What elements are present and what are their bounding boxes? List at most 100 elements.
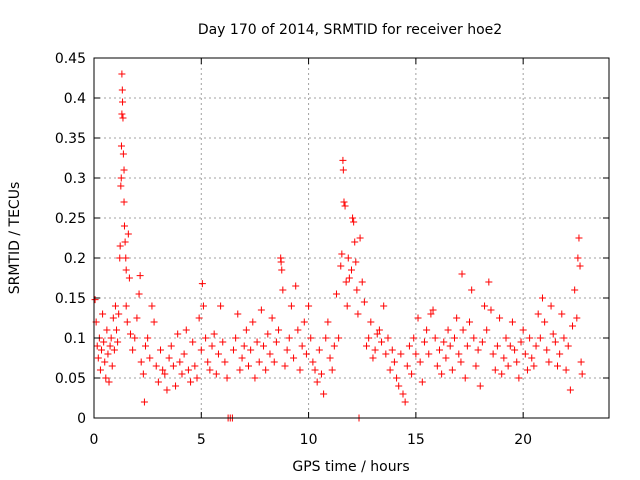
data-point	[380, 302, 388, 310]
data-point	[167, 342, 175, 350]
data-point	[163, 386, 171, 394]
data-point	[100, 338, 108, 346]
data-point	[292, 282, 300, 290]
y-tick-label: 0.4	[64, 91, 86, 107]
data-point	[574, 254, 582, 262]
data-point	[517, 338, 525, 346]
y-tick-label: 0.15	[55, 291, 86, 307]
data-point	[425, 350, 433, 358]
data-point	[140, 398, 148, 406]
data-point	[330, 342, 338, 350]
data-point	[161, 370, 169, 378]
data-point	[353, 286, 361, 294]
data-point	[472, 362, 480, 370]
data-point	[270, 358, 278, 366]
data-point	[242, 326, 250, 334]
data-point	[463, 342, 471, 350]
data-point	[446, 342, 454, 350]
x-tick-label: 20	[514, 432, 532, 448]
data-point	[126, 330, 134, 338]
data-point	[523, 366, 531, 374]
data-point	[133, 314, 141, 322]
data-point	[121, 238, 129, 246]
data-point	[247, 346, 255, 354]
data-point	[253, 338, 261, 346]
data-point	[556, 350, 564, 358]
data-point	[571, 286, 579, 294]
data-point	[577, 358, 585, 366]
data-point	[287, 302, 295, 310]
data-point	[187, 378, 195, 386]
data-point	[214, 350, 222, 358]
data-point	[182, 326, 190, 334]
data-point	[358, 278, 366, 286]
data-point	[232, 334, 240, 342]
x-tick-label: 5	[197, 432, 206, 448]
data-point	[444, 326, 452, 334]
data-point	[277, 258, 285, 266]
data-point	[262, 366, 270, 374]
data-point	[576, 262, 584, 270]
data-point	[360, 298, 368, 306]
x-tick-label: 10	[300, 432, 318, 448]
data-point	[328, 366, 336, 374]
data-point	[536, 334, 544, 342]
data-point	[343, 302, 351, 310]
data-point	[339, 156, 347, 164]
data-point	[109, 314, 117, 322]
data-point	[119, 114, 127, 122]
data-point	[208, 342, 216, 350]
data-point	[551, 338, 559, 346]
data-point	[104, 350, 112, 358]
data-point	[206, 366, 214, 374]
x-tick-label: 0	[90, 432, 99, 448]
data-point	[281, 362, 289, 370]
data-point	[193, 374, 201, 382]
data-point	[554, 362, 561, 370]
data-point	[485, 278, 493, 286]
data-point	[311, 366, 319, 374]
data-point	[416, 358, 424, 366]
data-point	[367, 318, 375, 326]
x-axis-label: GPS time / hours	[292, 459, 409, 475]
data-point	[317, 370, 325, 378]
data-point	[129, 346, 137, 354]
data-point	[354, 310, 362, 318]
data-point	[491, 366, 499, 374]
data-point	[502, 334, 510, 342]
data-point	[526, 334, 534, 342]
data-point	[418, 378, 426, 386]
y-tick-label: 0.35	[55, 131, 86, 147]
data-point	[115, 310, 123, 318]
data-point	[457, 358, 465, 366]
data-point	[120, 166, 128, 174]
data-point	[174, 330, 182, 338]
data-point	[272, 338, 280, 346]
data-point	[294, 326, 302, 334]
data-point	[448, 366, 456, 374]
data-point	[103, 326, 111, 334]
x-tick-label: 15	[407, 432, 425, 448]
data-point	[344, 254, 352, 262]
data-point	[538, 294, 546, 302]
data-point	[119, 150, 127, 158]
data-point	[338, 250, 346, 258]
data-point	[146, 354, 154, 362]
data-point	[521, 350, 529, 358]
data-point	[351, 238, 359, 246]
data-point	[298, 342, 306, 350]
data-point	[120, 198, 128, 206]
data-point	[352, 258, 360, 266]
data-point	[573, 314, 581, 322]
axis-ticks: 0 0.05 0.1 0.15 0.2 0.25 0.3 0.35 0.4 0.45 0 5 10 15 2…	[55, 51, 609, 448]
data-point	[455, 350, 463, 358]
data-point	[513, 358, 521, 366]
data-point	[363, 342, 371, 350]
data-point	[245, 362, 252, 370]
data-point	[414, 314, 422, 322]
data-point	[212, 370, 220, 378]
data-point	[371, 346, 379, 354]
data-point	[500, 354, 508, 362]
data-point	[365, 334, 373, 342]
y-tick-label: 0.3	[64, 171, 86, 187]
